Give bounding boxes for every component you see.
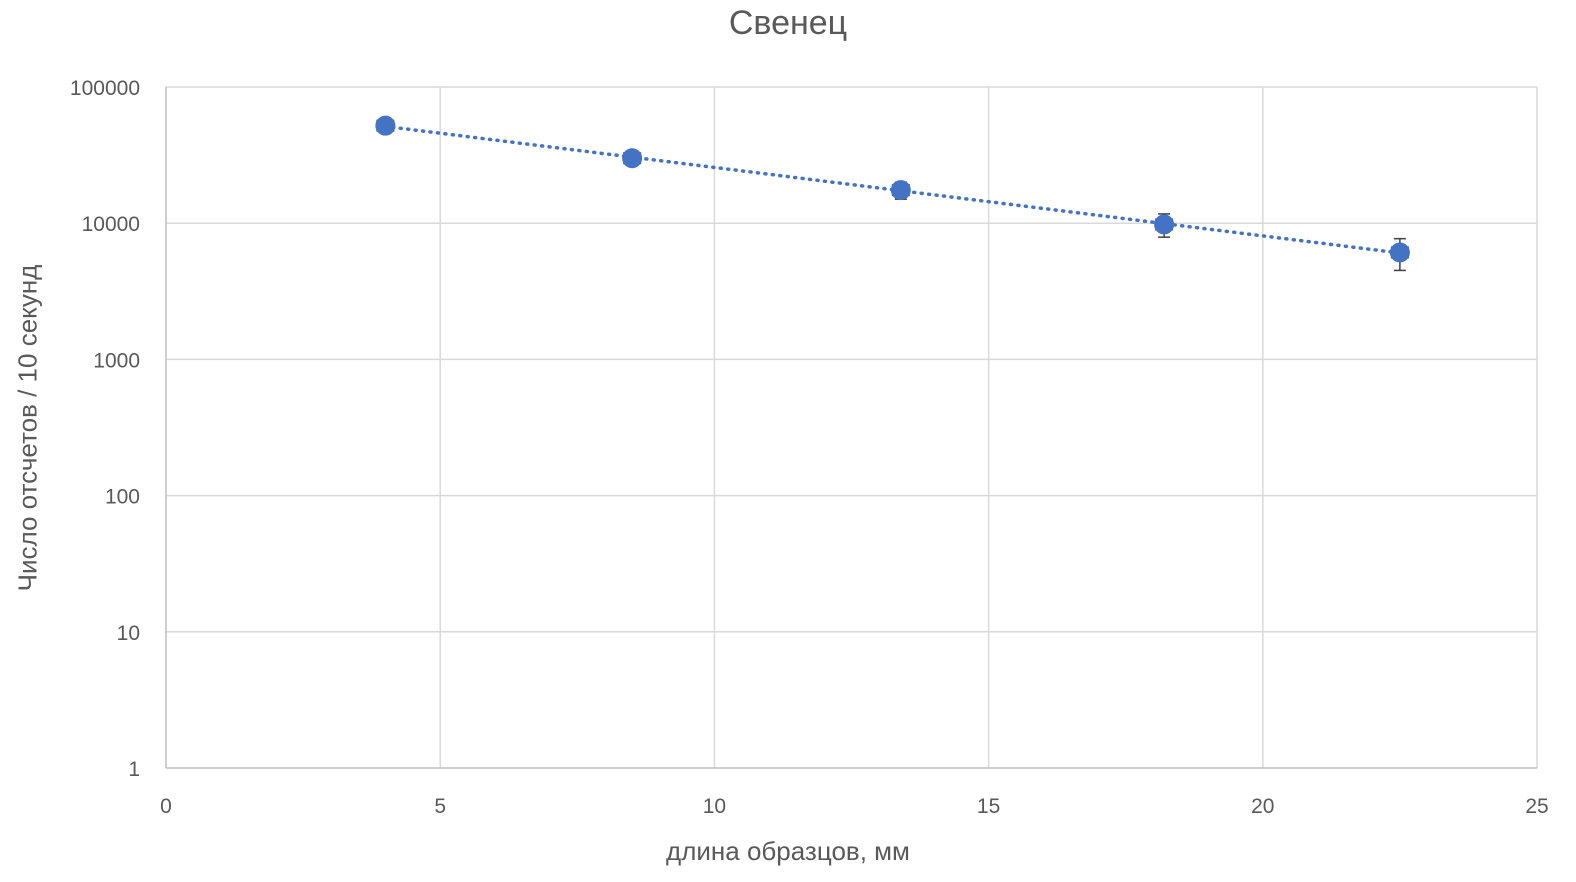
- y-tick-label: 100: [105, 486, 140, 509]
- x-tick-label: 25: [1525, 795, 1548, 818]
- x-tick-label: 20: [1251, 795, 1274, 818]
- x-axis-label: длина образцов, мм: [666, 836, 910, 866]
- y-axis-label: Число отсчетов / 10 секунд: [12, 264, 43, 592]
- data-point: [375, 115, 396, 136]
- data-point: [890, 180, 911, 201]
- grid-layer: [166, 86, 1538, 768]
- x-tick-label: 10: [703, 795, 726, 818]
- data-point: [622, 148, 643, 169]
- y-tick-label: 10000: [82, 213, 140, 236]
- y-tick-label: 10: [117, 622, 140, 645]
- y-tick-label: 100000: [70, 77, 140, 100]
- y-tick-label: 1000: [93, 349, 140, 372]
- x-tick-label: 15: [977, 795, 1000, 818]
- tick-labels-layer: 0 5 10 15 20 25 1 10 100 1000 10000 100000: [70, 77, 1549, 818]
- data-point: [1389, 242, 1410, 263]
- y-tick-label: 1: [128, 758, 140, 781]
- chart-title: Свенец: [728, 4, 848, 42]
- data-point: [1154, 214, 1175, 235]
- x-tick-label: 5: [434, 795, 446, 818]
- x-tick-label: 0: [160, 795, 172, 818]
- data-points-layer: [375, 115, 1410, 263]
- axis-layer: [165, 87, 1537, 769]
